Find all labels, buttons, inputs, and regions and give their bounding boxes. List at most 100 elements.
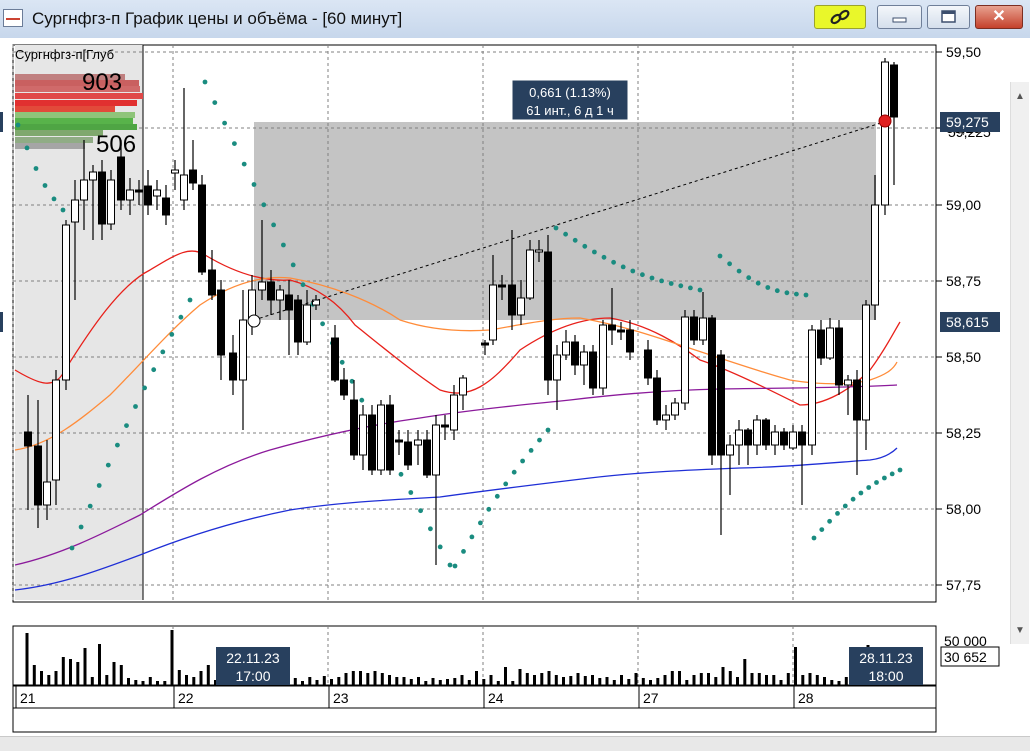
sar-dot <box>169 332 175 337</box>
sar-dot <box>151 367 157 373</box>
scroll-up-arrow-icon[interactable]: ▲ <box>1015 91 1025 102</box>
depth-level-bar <box>15 124 137 130</box>
sar-dot <box>51 196 57 202</box>
bullish-candle <box>432 424 440 476</box>
bullish-candle <box>107 179 115 225</box>
sar-dot <box>359 397 365 403</box>
sar-dot <box>69 545 75 551</box>
depth-level-bar <box>15 93 143 99</box>
volume-cursor-left: 22.11.23 17:00 <box>216 647 290 685</box>
sar-dot <box>418 508 423 514</box>
bullish-candle <box>303 304 311 343</box>
last-price-marker <box>940 112 1000 132</box>
sar-dot <box>746 275 752 281</box>
support-price-marker <box>940 312 1000 332</box>
bearish-candle <box>571 341 579 366</box>
bearish-candle <box>217 289 225 356</box>
sar-dot <box>202 79 208 85</box>
measure-duration: 61 инт., 6 д 1 ч <box>526 103 614 118</box>
bullish-candle <box>71 199 79 223</box>
day-label: 27 <box>643 690 659 706</box>
depth-level-bar <box>15 80 139 86</box>
bearish-candle <box>817 329 825 359</box>
bullish-candle <box>726 444 734 456</box>
measure-tooltip: 0,661 (1.13%) 61 инт., 6 д 1 ч <box>511 79 629 121</box>
bullish-candle <box>377 404 385 471</box>
sar-dot <box>620 264 626 270</box>
horizontal-scrollbar[interactable] <box>0 736 1030 751</box>
sar-dot <box>736 268 742 274</box>
sar-dot <box>160 349 166 355</box>
measure-end-point[interactable] <box>878 114 892 128</box>
sar-dot <box>659 278 664 284</box>
bullish-candle <box>171 169 179 174</box>
bearish-candle <box>441 424 449 428</box>
vertical-scrollbar[interactable]: ▲ ▼ <box>1010 82 1029 644</box>
sar-dot <box>222 120 228 126</box>
bullish-candle <box>881 61 889 206</box>
instrument-label: Сургнфгз-п[Глуб <box>15 47 114 62</box>
minimize-button[interactable] <box>877 5 922 29</box>
bullish-candle <box>62 224 70 381</box>
bearish-candle <box>34 445 42 506</box>
bullish-candle <box>535 249 543 253</box>
sar-dot <box>124 423 129 428</box>
bearish-candle <box>617 329 625 333</box>
left-marker-lower <box>0 312 3 332</box>
sar-dot <box>528 448 534 453</box>
sar-dot <box>874 480 879 485</box>
link-button[interactable] <box>814 5 866 29</box>
sar-dot <box>835 511 840 516</box>
sar-dot <box>819 527 825 532</box>
close-button[interactable]: ✕ <box>975 5 1023 29</box>
maximize-button[interactable] <box>927 5 970 29</box>
price-volume-chart[interactable]: Сургнфгз-п[Глуб 903 506 0,661 (1.13%) 61… <box>0 38 1030 750</box>
bearish-candle <box>267 281 275 301</box>
sar-dot <box>897 467 903 473</box>
cursor-left-date: 22.11.23 <box>226 650 280 666</box>
bullish-candle <box>180 174 188 201</box>
bearish-candle <box>208 269 216 296</box>
volume-axis-label: 50 000 <box>944 633 987 649</box>
measure-start-point[interactable] <box>247 314 261 328</box>
cursor-left-time: 17:00 <box>235 668 270 684</box>
bearish-candle <box>386 404 394 471</box>
bullish-candle <box>771 431 779 446</box>
bullish-candle <box>89 171 97 181</box>
sar-dot <box>142 385 148 391</box>
price-tick-label: 58,25 <box>946 425 981 441</box>
bullish-candle <box>862 304 870 421</box>
measure-line <box>253 121 885 321</box>
bullish-candle <box>276 289 284 301</box>
scroll-down-arrow-icon[interactable]: ▼ <box>1015 625 1025 636</box>
bullish-candle <box>553 354 561 381</box>
price-tick-label: 58,00 <box>946 501 981 517</box>
price-tick-label: 59,50 <box>946 44 981 60</box>
sar-dot <box>15 122 21 128</box>
sar-dot <box>281 242 286 248</box>
bearish-candle <box>626 329 634 353</box>
sar-dot <box>115 442 120 448</box>
bullish-candle <box>871 204 879 306</box>
bearish-candle <box>340 379 348 396</box>
chart-area[interactable]: Сургнфгз-п[Глуб 903 506 0,661 (1.13%) 61… <box>0 38 1030 750</box>
bullish-candle <box>126 189 134 201</box>
depth-level-bar <box>15 118 133 124</box>
left-marker-upper <box>0 112 3 132</box>
bearish-candle <box>762 419 770 446</box>
day-label: 21 <box>20 690 36 706</box>
sar-dot <box>774 288 780 294</box>
sar-dot <box>668 281 674 286</box>
ma-blue-line <box>14 447 898 591</box>
bearish-candle <box>481 342 489 346</box>
bearish-candle <box>423 439 431 476</box>
sar-dot <box>572 237 578 243</box>
bearish-candle <box>404 441 412 466</box>
sar-dot <box>178 314 184 320</box>
sar-dot <box>320 321 325 327</box>
bullish-candle <box>562 341 570 356</box>
ma-red-line <box>14 250 901 406</box>
sar-dot <box>537 437 542 443</box>
chart-app-icon <box>3 9 23 27</box>
